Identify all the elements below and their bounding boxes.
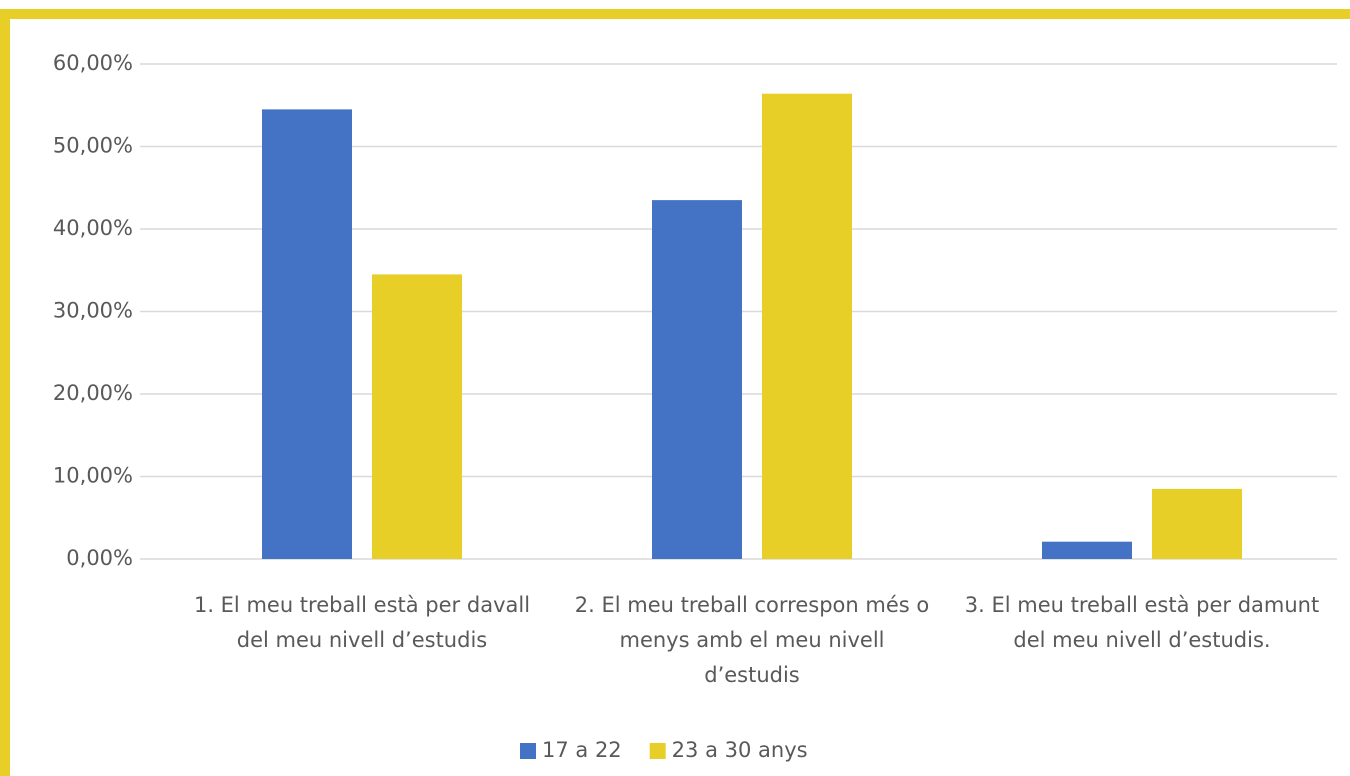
y-tick-label: 20,00%	[53, 381, 133, 405]
x-tick-label: 1. El meu treball està per davall del me…	[193, 593, 531, 652]
x-tick-label: 2. El meu treball correspon més o menys …	[574, 593, 930, 687]
y-tick-label: 60,00%	[53, 51, 133, 75]
legend-swatch	[520, 743, 536, 759]
bar	[372, 274, 462, 559]
legend-swatch	[649, 743, 666, 759]
y-tick-label: 0,00%	[66, 546, 133, 570]
y-tick-label: 30,00%	[53, 299, 133, 323]
frame	[0, 9, 1350, 776]
bar	[762, 93, 852, 559]
y-tick-label: 10,00%	[53, 464, 133, 488]
y-tick-label: 40,00%	[53, 216, 133, 240]
x-tick-label: 3. El meu treball està per damunt del me…	[964, 593, 1320, 652]
y-tick-label: 50,00%	[53, 134, 133, 158]
bar	[1042, 541, 1132, 559]
legend-label: 23 a 30 anys	[672, 738, 808, 762]
bar	[652, 200, 742, 559]
legend-label: 17 a 22	[542, 738, 622, 762]
bar	[262, 109, 352, 559]
bar	[1152, 488, 1242, 559]
